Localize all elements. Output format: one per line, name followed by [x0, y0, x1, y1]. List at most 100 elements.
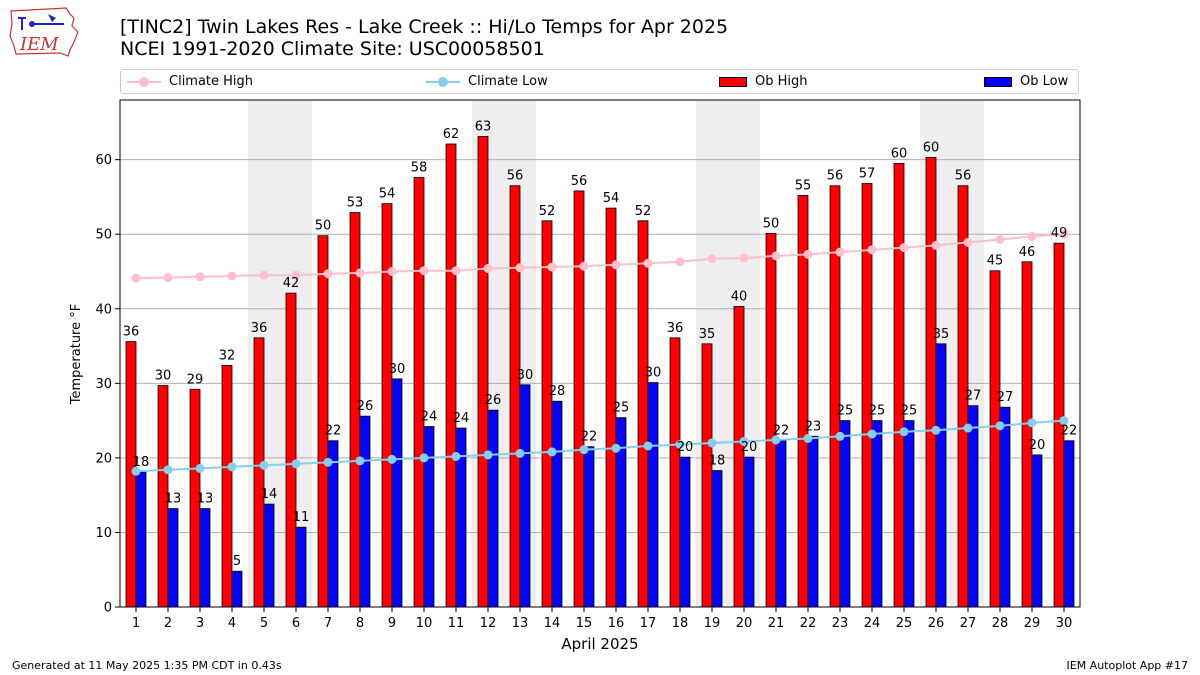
- ob-high-label: 63: [475, 120, 492, 135]
- ob-high-label: 36: [667, 321, 684, 336]
- x-tick-label: 11: [448, 616, 465, 631]
- ob-low-label: 27: [997, 390, 1014, 405]
- climate-low-point: [707, 438, 717, 448]
- ob-low-bar: [967, 405, 979, 608]
- ob-high-bar: [637, 220, 649, 608]
- climate-low-point: [899, 427, 909, 437]
- ob-high-label: 56: [955, 169, 972, 184]
- ob-low-bar: [1063, 440, 1075, 608]
- climate-low-point: [579, 445, 589, 455]
- x-tick-label: 24: [864, 616, 881, 631]
- climate-low-point: [227, 462, 237, 472]
- x-tick-label: 18: [672, 616, 689, 631]
- ob-high-label: 62: [443, 127, 460, 142]
- y-axis-label: Temperature °F: [69, 304, 84, 405]
- climate-low-point: [259, 460, 269, 470]
- ob-low-bar: [903, 420, 915, 608]
- ob-low-label: 30: [645, 366, 662, 381]
- footer-generated: Generated at 11 May 2025 1:35 PM CDT in …: [12, 659, 282, 672]
- climate-high-point: [963, 237, 973, 247]
- x-tick-label: 14: [544, 616, 561, 631]
- y-tick-label: 0: [104, 601, 112, 616]
- ob-low-label: 26: [357, 399, 374, 414]
- climate-high-swatch: [127, 76, 161, 87]
- ob-low-bar: [487, 409, 499, 608]
- ob-high-bar: [1021, 261, 1033, 608]
- ob-high-bar: [541, 220, 553, 608]
- ob-high-label: 54: [603, 191, 620, 206]
- ob-high-bar: [413, 177, 425, 608]
- legend-item-ob-low: Ob Low: [984, 74, 1068, 89]
- ob-low-bar: [935, 343, 947, 608]
- ob-low-label: 22: [1061, 424, 1078, 439]
- ob-high-swatch: [719, 76, 747, 87]
- ob-low-bar: [743, 456, 755, 608]
- ob-high-label: 50: [763, 216, 780, 231]
- climate-high-point: [899, 243, 909, 253]
- ob-low-label: 22: [773, 424, 790, 439]
- x-tick-label: 19: [704, 616, 721, 631]
- ob-high-bar: [381, 203, 393, 608]
- x-tick-label: 12: [480, 616, 497, 631]
- x-tick-label: 27: [960, 616, 977, 631]
- plot-frame: [119, 99, 1081, 608]
- y-tick-label: 50: [95, 228, 112, 243]
- legend-label-climate-low: Climate Low: [468, 74, 548, 89]
- climate-high-point: [1059, 229, 1069, 239]
- ob-low-bar: [647, 382, 659, 608]
- climate-low-point: [387, 454, 397, 464]
- climate-high-point: [131, 273, 141, 283]
- ob-low-label: 26: [485, 393, 502, 408]
- climate-high-point: [259, 270, 269, 280]
- x-tick-label: 5: [260, 616, 268, 631]
- legend: Climate High Climate Low Ob High Ob Low: [120, 69, 1079, 94]
- ob-high-label: 42: [283, 276, 300, 291]
- ob-low-label: 25: [901, 404, 918, 419]
- climate-low-point: [835, 431, 845, 441]
- climate-high-point: [771, 251, 781, 261]
- ob-high-bar: [701, 343, 713, 608]
- ob-low-label: 30: [517, 368, 534, 383]
- climate-high-point: [739, 253, 749, 263]
- ob-high-bar: [893, 162, 905, 608]
- climate-high-point: [451, 266, 461, 276]
- climate-high-point: [803, 249, 813, 259]
- x-tick-label: 23: [832, 616, 849, 631]
- climate-high-line: [135, 233, 1065, 280]
- climate-low-point: [867, 429, 877, 439]
- x-tick-label: 7: [324, 616, 332, 631]
- climate-high-point: [643, 258, 653, 268]
- climate-low-point: [675, 439, 685, 449]
- x-tick-label: 9: [388, 616, 396, 631]
- ob-high-label: 46: [1019, 245, 1036, 260]
- ob-low-label: 11: [293, 510, 310, 525]
- climate-high-point: [323, 269, 333, 279]
- legend-item-climate-high: Climate High: [127, 74, 253, 89]
- legend-label-ob-low: Ob Low: [1020, 74, 1069, 89]
- climate-low-swatch: [426, 76, 460, 87]
- ob-low-label: 18: [133, 455, 150, 470]
- title-line-2: NCEI 1991-2020 Climate Site: USC00058501: [120, 38, 545, 60]
- x-tick-label: 13: [512, 616, 529, 631]
- ob-low-swatch: [984, 76, 1012, 87]
- ob-low-bar: [775, 440, 787, 608]
- climate-high-point: [611, 260, 621, 270]
- climate-high-point: [835, 247, 845, 257]
- climate-low-point: [1059, 416, 1069, 426]
- ob-low-bar: [999, 406, 1011, 608]
- x-tick-label: 3: [196, 616, 204, 631]
- x-tick-label: 8: [356, 616, 364, 631]
- x-tick-label: 26: [928, 616, 945, 631]
- ob-low-label: 20: [741, 440, 758, 455]
- x-tick-label: 6: [292, 616, 300, 631]
- climate-high-point: [291, 270, 301, 280]
- ob-low-label: 24: [421, 410, 438, 425]
- climate-high-point: [195, 272, 205, 282]
- climate-low-point: [131, 466, 141, 476]
- ob-low-label: 24: [453, 411, 470, 426]
- climate-high-point: [227, 271, 237, 281]
- climate-low-point: [931, 425, 941, 435]
- iowa-map-icon: [9, 7, 79, 57]
- ob-high-bar: [221, 365, 233, 608]
